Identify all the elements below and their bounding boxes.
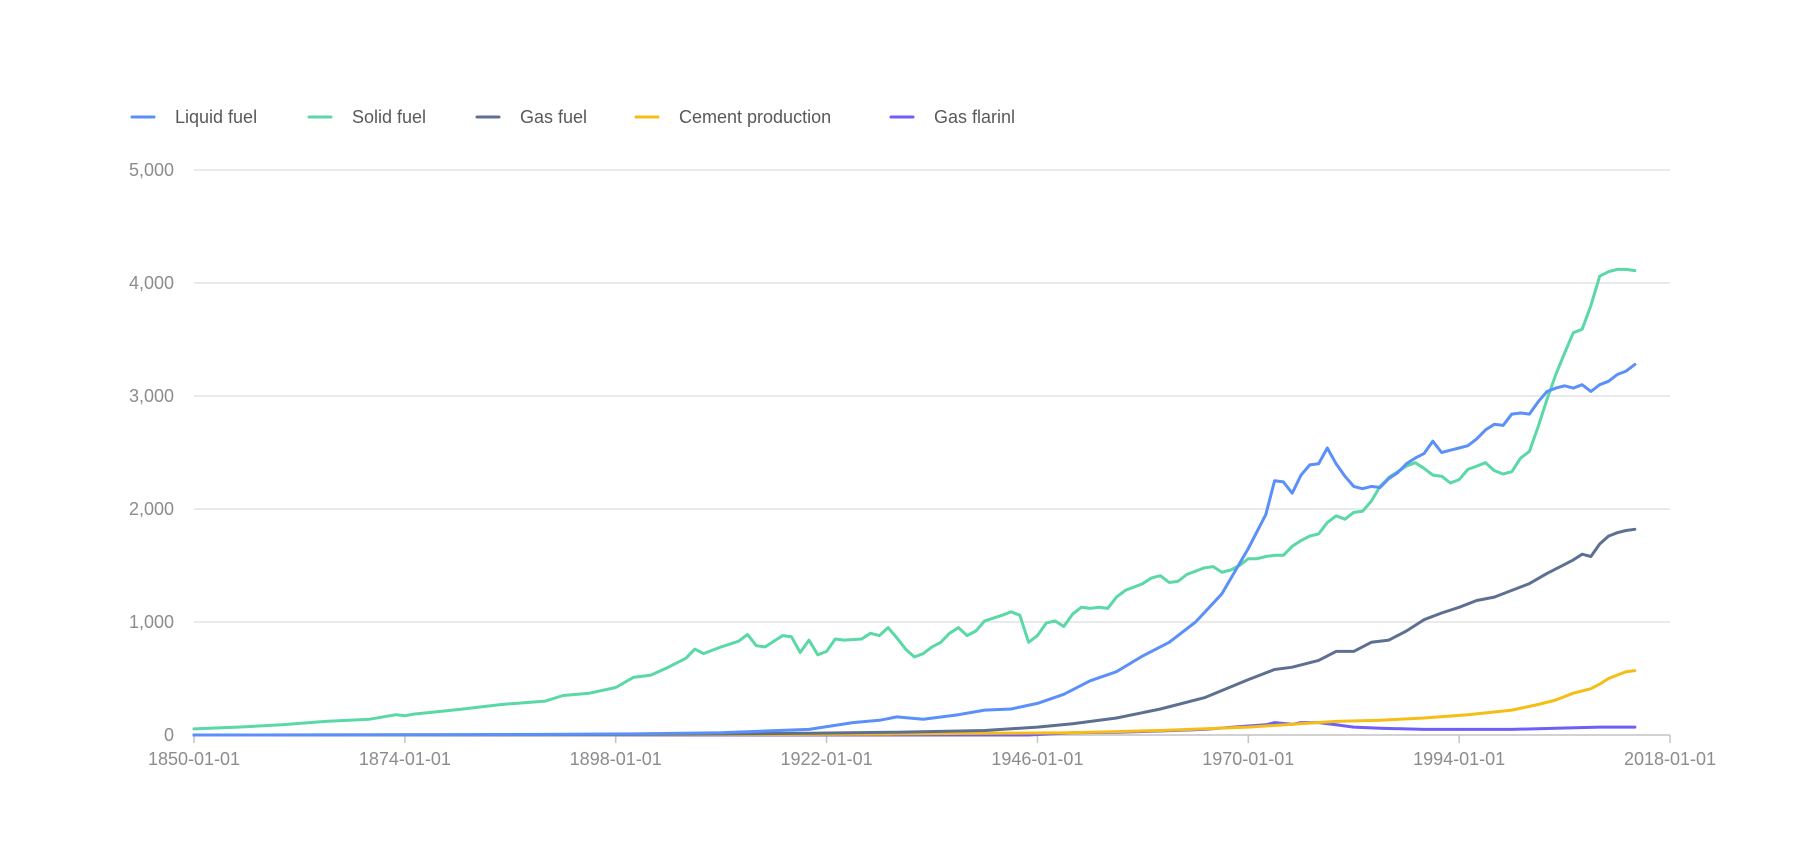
y-axis-ticks: 0 1,000 2,000 3,000 4,000 5,000 [129,160,174,745]
x-tick-label: 1922-01-01 [781,749,873,769]
series-line-liquid-fuel [192,362,1637,737]
y-tick-label: 5,000 [129,160,174,180]
legend-label: Liquid fuel [175,107,257,127]
y-tick-label: 3,000 [129,386,174,406]
legend-label: Gas flarinl [934,107,1015,127]
x-tick-label: 1898-01-01 [570,749,662,769]
y-tick-label: 2,000 [129,499,174,519]
x-tick-label: 1970-01-01 [1202,749,1294,769]
series-line-cement-production [192,669,1637,737]
series-line-gas-fuel [192,527,1637,737]
legend-label: Cement production [679,107,831,127]
x-tick-label: 1874-01-01 [359,749,451,769]
grid [194,169,1670,623]
legend-label: Solid fuel [352,107,426,127]
x-axis: 1850-01-01 1874-01-01 1898-01-01 1922-01-01… [148,734,1716,769]
legend-label: Gas fuel [520,107,587,127]
y-tick-label: 1,000 [129,612,174,632]
series-lines [192,267,1637,737]
legend: Liquid fuel Solid fuel Gas fuel Cement prod… [130,107,1015,127]
x-tick-label: 1994-01-01 [1413,749,1505,769]
x-tick-label: 1946-01-01 [991,749,1083,769]
x-tick-label: 1850-01-01 [148,749,240,769]
x-tick-label: 2018-01-01 [1624,749,1716,769]
y-tick-label: 0 [164,725,174,745]
y-tick-label: 4,000 [129,273,174,293]
series-line-solid-fuel [192,267,1637,731]
